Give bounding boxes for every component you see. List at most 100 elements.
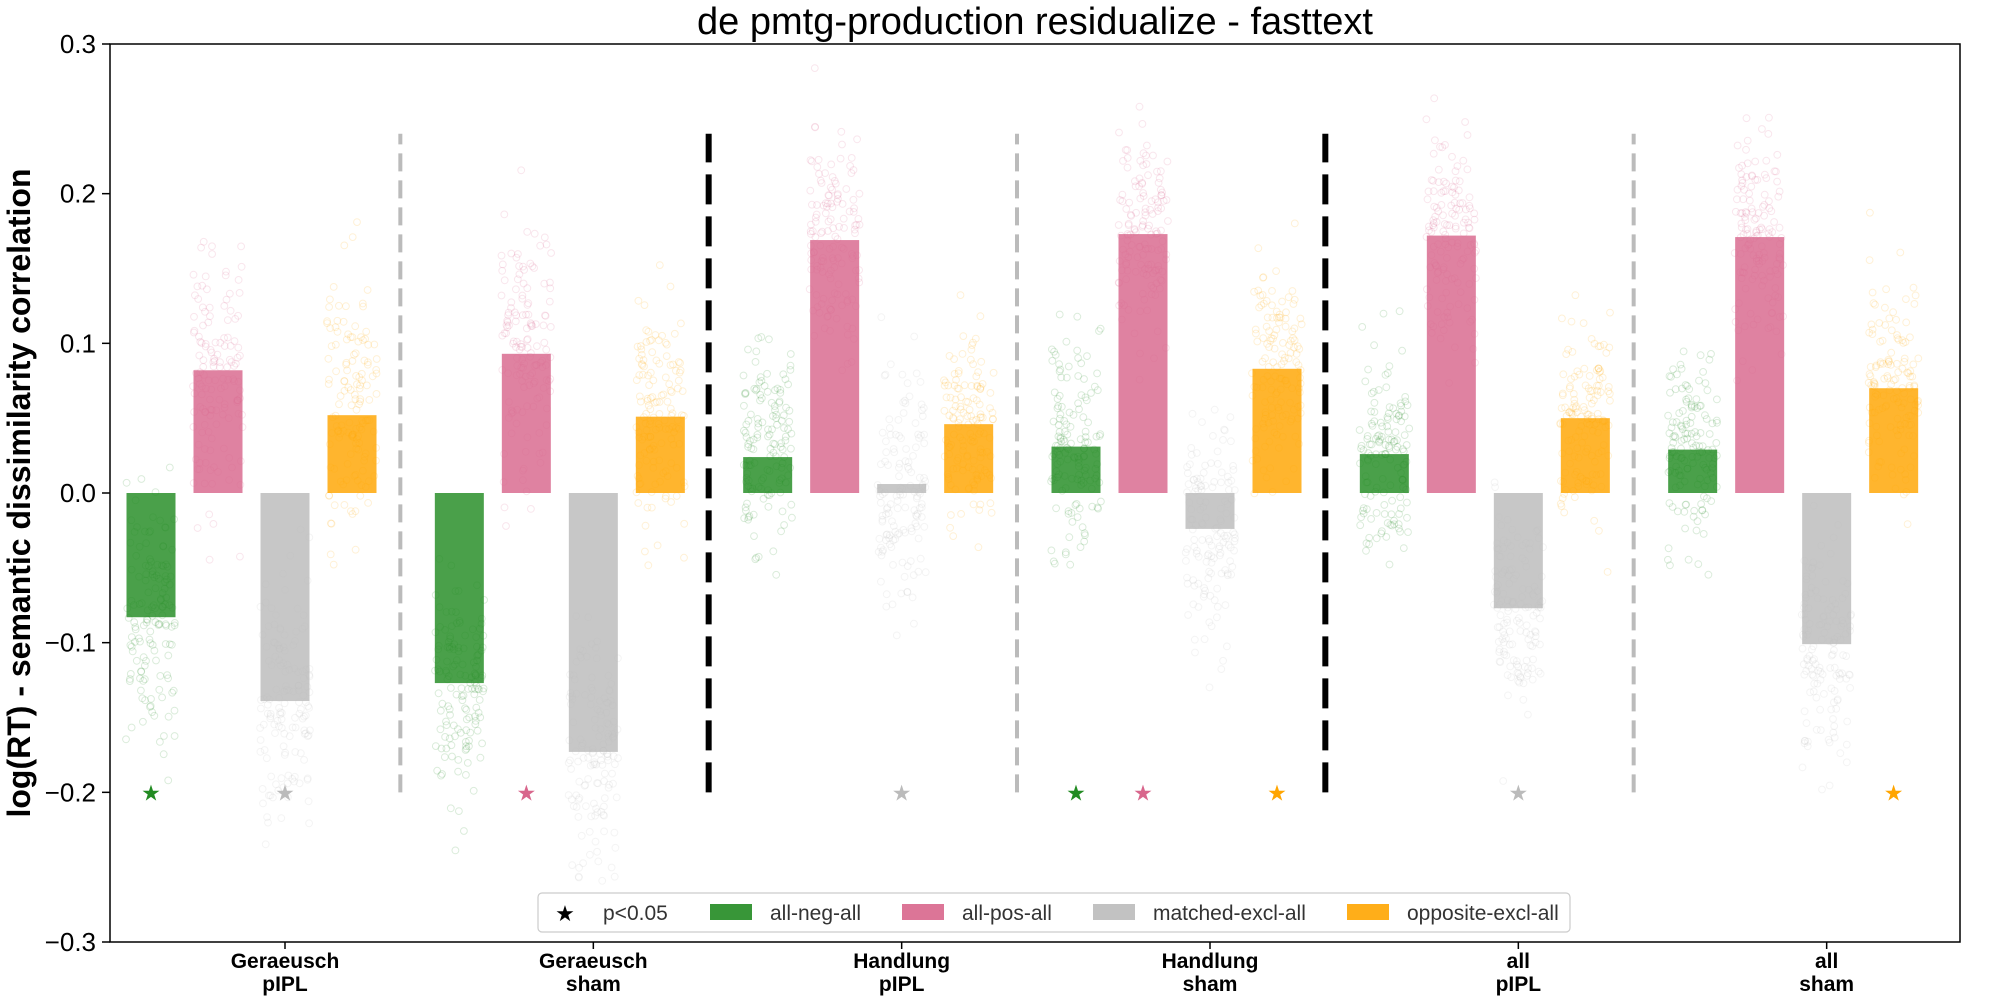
scatter-point (838, 140, 846, 149)
scatter-point (462, 705, 471, 714)
scatter-point (1272, 307, 1281, 316)
scatter-point (670, 329, 679, 338)
scatter-point (1465, 224, 1474, 233)
scatter-point (342, 335, 351, 344)
scatter-point (1391, 428, 1400, 437)
scatter-point (876, 498, 885, 507)
scatter-point (1666, 388, 1674, 397)
scatter-point (438, 770, 447, 778)
scatter-point (1871, 300, 1879, 309)
scatter-point (1114, 221, 1123, 229)
scatter-point (1512, 657, 1521, 666)
scatter-point (817, 229, 825, 238)
scatter-point (359, 336, 367, 345)
scatter-point (767, 398, 776, 407)
scatter-point (775, 397, 784, 406)
scatter-point (1528, 675, 1537, 684)
scatter-point (969, 500, 978, 509)
scatter-point (1431, 212, 1440, 221)
scatter-point (1270, 344, 1279, 353)
scatter-point (1773, 177, 1781, 186)
scatter-point (813, 201, 821, 209)
scatter-point (1392, 415, 1401, 424)
scatter-point (764, 502, 773, 511)
scatter-point (1455, 205, 1464, 214)
scatter-point (743, 499, 751, 508)
scatter-point (1506, 662, 1515, 671)
scatter-point (741, 389, 749, 398)
scatter-point (1189, 475, 1198, 484)
scatter-point (915, 434, 923, 442)
scatter-point (1767, 207, 1776, 216)
scatter-point (1252, 329, 1260, 338)
scatter-point (503, 323, 512, 332)
scatter-point (777, 439, 786, 448)
scatter-point (1590, 339, 1599, 348)
legend-label-all-neg-all: all-neg-all (770, 902, 861, 925)
scatter-point (1365, 533, 1374, 542)
scatter-point (236, 552, 244, 561)
scatter-point (355, 400, 363, 409)
scatter-point (305, 819, 314, 828)
scatter-point (1388, 496, 1396, 505)
scatter-point (569, 802, 578, 810)
scatter-point (1523, 672, 1531, 680)
scatter-point (1885, 357, 1893, 366)
scatter-point (764, 425, 772, 434)
scatter-point (1503, 618, 1511, 627)
scatter-point (912, 511, 920, 520)
scatter-point (967, 382, 976, 390)
scatter-point (1579, 319, 1588, 328)
scatter-point (1131, 177, 1139, 186)
scatter-point (1219, 436, 1227, 444)
scatter-point (1059, 435, 1068, 444)
scatter-point (1775, 223, 1784, 232)
scatter-point (1378, 422, 1387, 431)
scatter-point (1876, 337, 1884, 346)
scatter-point (1568, 410, 1577, 419)
scatter-point (479, 684, 488, 693)
scatter-point (167, 640, 176, 649)
scatter-point (1904, 369, 1913, 378)
scatter-point (972, 416, 981, 424)
scatter-point (1688, 439, 1696, 448)
scatter-point (740, 514, 749, 523)
scatter-point (1385, 444, 1394, 452)
scatter-point (610, 828, 619, 837)
scatter-point (126, 670, 135, 678)
scatter-point (1893, 331, 1901, 339)
scatter-point (741, 428, 750, 437)
scatter-point (216, 338, 225, 347)
scatter-point (1289, 334, 1297, 343)
scatter-point (1383, 422, 1392, 431)
scatter-point (1193, 546, 1201, 555)
scatter-point (1144, 171, 1152, 180)
scatter-point (1146, 205, 1154, 214)
scatter-point (1690, 506, 1699, 515)
scatter-point (1571, 404, 1580, 413)
scatter-point (614, 754, 622, 762)
scatter-point (575, 794, 584, 802)
scatter-point (818, 227, 827, 236)
scatter-point (1060, 427, 1069, 436)
scatter-point (1066, 560, 1075, 569)
scatter-point (497, 291, 506, 300)
scatter-point (756, 390, 765, 399)
scatter-point (1752, 214, 1760, 223)
scatter-point (523, 343, 532, 352)
scatter-point (1466, 204, 1474, 213)
scatter-point (1534, 667, 1543, 676)
scatter-point (1809, 672, 1818, 680)
scatter-point (600, 802, 608, 811)
scatter-point (1289, 300, 1298, 308)
scatter-point (1200, 584, 1208, 592)
scatter-point (740, 401, 748, 410)
scatter-point (497, 251, 506, 260)
scatter-point (1531, 627, 1539, 636)
scatter-point (643, 394, 652, 403)
scatter-point (1297, 320, 1306, 329)
scatter-point (1434, 207, 1443, 216)
scatter-point (891, 535, 900, 544)
scatter-point (1508, 640, 1517, 649)
scatter-point (846, 162, 854, 170)
